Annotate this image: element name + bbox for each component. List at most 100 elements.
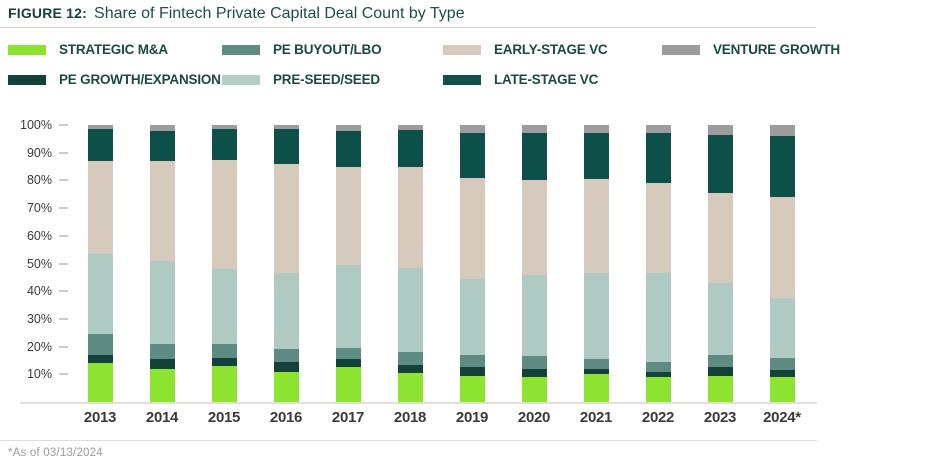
y-axis-tick-mark <box>59 207 68 210</box>
bar-segment-venture-growth <box>211 125 237 130</box>
bar-segment-late-vc <box>397 130 423 167</box>
x-axis-year-label: 2023 <box>703 409 737 426</box>
legend-label: EARLY-STAGE VC <box>494 42 608 57</box>
bar-segment-venture-growth <box>87 125 113 130</box>
y-axis-tick-label: 40% <box>26 284 52 299</box>
bar-segment-late-vc <box>583 133 609 180</box>
bar-segment-early-vc <box>397 166 423 268</box>
stacked-bar-2021 <box>583 125 609 402</box>
bar-segment-strategic-ma <box>397 372 423 402</box>
bar-segment-venture-growth <box>335 125 361 131</box>
legend-label: PE GROWTH/EXPANSION <box>59 72 221 87</box>
bar-segment-early-vc <box>769 197 795 299</box>
legend-swatch <box>443 74 481 85</box>
bar-segment-early-vc <box>273 163 299 274</box>
legend-swatch <box>443 44 481 55</box>
legend-label: PE BUYOUT/LBO <box>273 42 382 57</box>
stacked-bar-2017 <box>335 125 361 402</box>
y-axis-tick-mark <box>59 373 68 376</box>
y-axis-tick-label: 100% <box>20 118 52 132</box>
legend-item-venture-growth: VENTURE GROWTH <box>662 40 892 59</box>
legend-item-early-vc: EARLY-STAGE VC <box>443 40 662 59</box>
bar-segment-pre-seed <box>521 274 547 357</box>
y-axis-tick-label: 70% <box>26 201 52 216</box>
bar-slot-2019 <box>441 125 503 402</box>
bar-segment-pe-growth <box>583 368 609 375</box>
title-divider <box>0 27 816 28</box>
y-axis-tick-mark <box>59 290 68 293</box>
y-axis-tick-label: 20% <box>26 339 52 354</box>
bar-segment-strategic-ma <box>769 377 795 402</box>
legend-swatch <box>8 44 46 55</box>
bar-segment-pre-seed <box>87 253 113 335</box>
stacked-bar-2016 <box>273 125 299 402</box>
bar-segment-strategic-ma <box>149 368 175 402</box>
bar-segment-late-vc <box>645 133 671 184</box>
bar-segment-pe-growth <box>459 367 485 376</box>
stacked-bar-2015 <box>211 125 237 402</box>
bar-slot-2013 <box>69 125 131 402</box>
legend-label: VENTURE GROWTH <box>713 42 840 57</box>
bar-segment-pre-seed <box>769 298 795 358</box>
bar-segment-late-vc <box>211 129 237 160</box>
bar-segment-late-vc <box>769 136 795 198</box>
bar-segment-pe-buyout <box>645 361 671 372</box>
bar-slot-2016 <box>255 125 317 402</box>
legend-swatch <box>222 74 260 85</box>
y-axis-tick-mark <box>59 234 68 237</box>
bar-segment-venture-growth <box>769 125 795 137</box>
bar-segment-pe-buyout <box>459 354 485 368</box>
bars <box>69 125 813 402</box>
bar-segment-pre-seed <box>211 269 237 344</box>
bar-slot-2022 <box>627 125 689 402</box>
x-axis-year-label: 2013 <box>83 409 117 426</box>
bar-segment-early-vc <box>87 161 113 254</box>
legend-label: STRATEGIC M&A <box>59 42 168 57</box>
bar-segment-strategic-ma <box>273 371 299 402</box>
bar-segment-pe-buyout <box>87 334 113 355</box>
y-axis-tick-mark <box>59 345 68 348</box>
footnote: *As of 03/13/2024 <box>8 447 103 459</box>
figure-header: FIGURE 12: Share of Fintech Private Capit… <box>8 5 465 23</box>
bar-segment-pe-buyout <box>335 348 361 360</box>
bar-segment-pe-buyout <box>583 359 609 369</box>
bar-segment-strategic-ma <box>583 374 609 402</box>
bar-slot-2024 <box>751 125 813 402</box>
y-axis-tick-mark <box>59 124 68 126</box>
y-axis-tick-mark <box>59 179 68 182</box>
bar-segment-early-vc <box>211 159 237 270</box>
bar-slot-2014 <box>131 125 193 402</box>
stacked-bar-2024 <box>769 125 795 402</box>
bar-segment-strategic-ma <box>645 377 671 402</box>
bar-segment-pre-seed <box>459 278 485 355</box>
legend-swatch <box>8 74 46 85</box>
legend-item-strategic-ma: STRATEGIC M&A <box>8 40 222 59</box>
bar-segment-pe-growth <box>397 364 423 373</box>
bar-segment-early-vc <box>707 192 733 283</box>
bar-segment-pe-growth <box>707 367 733 376</box>
bar-segment-late-vc <box>521 133 547 181</box>
legend-item-late-vc: LATE-STAGE VC <box>443 70 662 89</box>
stacked-bar-2019 <box>459 125 485 402</box>
bar-slot-2023 <box>689 125 751 402</box>
bar-segment-venture-growth <box>273 125 299 130</box>
x-axis-year-label: 2016 <box>269 409 303 426</box>
x-axis-year-label: 2021 <box>579 409 613 426</box>
y-axis-tick-mark <box>59 262 68 265</box>
stacked-bar-2018 <box>397 125 423 402</box>
stacked-bar-2022 <box>645 125 671 402</box>
bar-segment-strategic-ma <box>521 377 547 402</box>
bar-segment-pre-seed <box>707 282 733 355</box>
bar-segment-venture-growth <box>583 125 609 134</box>
bar-segment-pe-growth <box>273 361 299 372</box>
x-axis-year-label: 2017 <box>331 409 365 426</box>
bar-segment-pe-growth <box>149 359 175 369</box>
bar-segment-early-vc <box>149 161 175 261</box>
bar-segment-pre-seed <box>397 267 423 353</box>
bar-segment-late-vc <box>149 130 175 162</box>
footer-divider <box>0 440 817 441</box>
x-axis-year-label: 2018 <box>393 409 427 426</box>
x-axis-line <box>20 402 817 404</box>
bar-slot-2018 <box>379 125 441 402</box>
